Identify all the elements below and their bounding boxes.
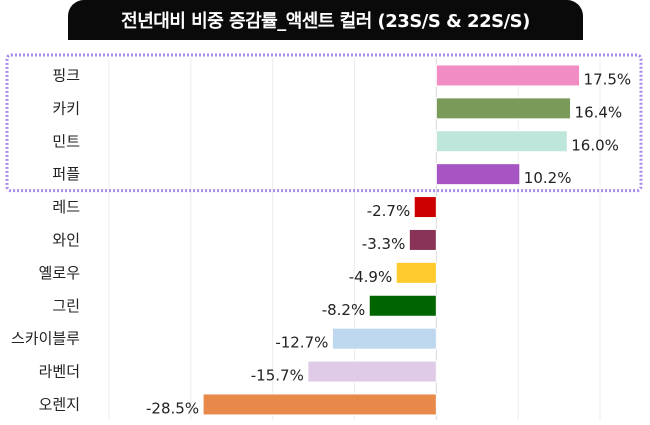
- data-label: 10.2%: [524, 169, 572, 187]
- category-label: 민트: [52, 132, 80, 150]
- category-label: 옐로우: [39, 264, 81, 282]
- data-label: 17.5%: [584, 70, 632, 88]
- chart-title-box: 전년대비 비중 증감률_액센트 컬러 (23S/S & 22S/S): [68, 0, 583, 40]
- category-label: 퍼플: [52, 165, 80, 183]
- bar-9: [307, 360, 437, 383]
- highlight-box: [5, 53, 643, 193]
- data-label: -12.7%: [275, 334, 328, 352]
- data-label: 16.4%: [575, 103, 623, 121]
- data-label: -15.7%: [251, 367, 304, 385]
- category-label: 와인: [52, 231, 80, 249]
- category-label: 핑크: [52, 66, 80, 84]
- category-label: 스카이블루: [11, 330, 80, 348]
- bar-7: [368, 294, 437, 317]
- bar-10: [202, 393, 437, 416]
- bar-2: [435, 130, 568, 153]
- data-label: -4.9%: [349, 268, 393, 286]
- category-label: 그린: [52, 297, 80, 315]
- bar-1: [435, 97, 572, 120]
- data-label: -2.7%: [367, 202, 411, 220]
- bar-3: [435, 163, 521, 186]
- bar-5: [408, 228, 437, 251]
- category-label: 오렌지: [39, 395, 80, 413]
- data-label: -8.2%: [322, 301, 366, 319]
- category-label: 라벤더: [39, 363, 80, 381]
- data-label: -3.3%: [362, 235, 406, 253]
- data-label: -28.5%: [146, 399, 199, 417]
- bar-4: [413, 196, 437, 219]
- bar-0: [435, 64, 581, 87]
- category-label: 카키: [52, 99, 80, 117]
- bar-6: [395, 261, 437, 284]
- bar-8: [331, 327, 437, 350]
- chart-title: 전년대비 비중 증감률_액센트 컬러 (23S/S & 22S/S): [121, 11, 530, 32]
- data-label: 16.0%: [571, 136, 619, 154]
- category-label: 레드: [52, 198, 80, 216]
